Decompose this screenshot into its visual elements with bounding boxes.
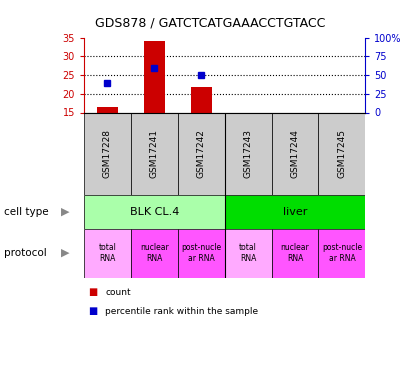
- Bar: [225, 195, 365, 229]
- Text: ▶: ▶: [61, 207, 69, 217]
- Text: total
RNA: total RNA: [99, 243, 116, 263]
- Text: GSM17245: GSM17245: [337, 129, 346, 178]
- Bar: [225, 112, 272, 195]
- Text: protocol: protocol: [4, 248, 47, 258]
- Bar: [84, 229, 131, 278]
- Text: cell type: cell type: [4, 207, 49, 217]
- Bar: [84, 195, 225, 229]
- Bar: [225, 229, 272, 278]
- Bar: [84, 112, 131, 195]
- Bar: [144, 41, 165, 112]
- Text: total
RNA: total RNA: [239, 243, 257, 263]
- Text: ■: ■: [88, 306, 97, 316]
- Bar: [131, 112, 178, 195]
- Bar: [272, 112, 318, 195]
- Bar: [191, 87, 212, 112]
- Text: nuclear
RNA: nuclear RNA: [281, 243, 310, 263]
- Bar: [272, 229, 318, 278]
- Text: liver: liver: [283, 207, 307, 217]
- Text: count: count: [105, 288, 131, 297]
- Bar: [318, 112, 365, 195]
- Text: post-nucle
ar RNA: post-nucle ar RNA: [322, 243, 362, 263]
- Text: GSM17242: GSM17242: [197, 129, 206, 178]
- Text: GSM17243: GSM17243: [244, 129, 253, 178]
- Text: ▶: ▶: [61, 248, 69, 258]
- Text: post-nucle
ar RNA: post-nucle ar RNA: [181, 243, 221, 263]
- Bar: [178, 112, 225, 195]
- Text: GSM17228: GSM17228: [103, 129, 112, 178]
- Text: BLK CL.4: BLK CL.4: [130, 207, 179, 217]
- Text: GSM17241: GSM17241: [150, 129, 159, 178]
- Text: GSM17244: GSM17244: [291, 129, 299, 178]
- Bar: [97, 107, 118, 112]
- Bar: [318, 229, 365, 278]
- Text: GDS878 / GATCTCATGAAACCTGTACC: GDS878 / GATCTCATGAAACCTGTACC: [95, 17, 325, 30]
- Bar: [131, 229, 178, 278]
- Text: percentile rank within the sample: percentile rank within the sample: [105, 307, 258, 316]
- Bar: [178, 229, 225, 278]
- Text: ■: ■: [88, 288, 97, 297]
- Text: nuclear
RNA: nuclear RNA: [140, 243, 169, 263]
